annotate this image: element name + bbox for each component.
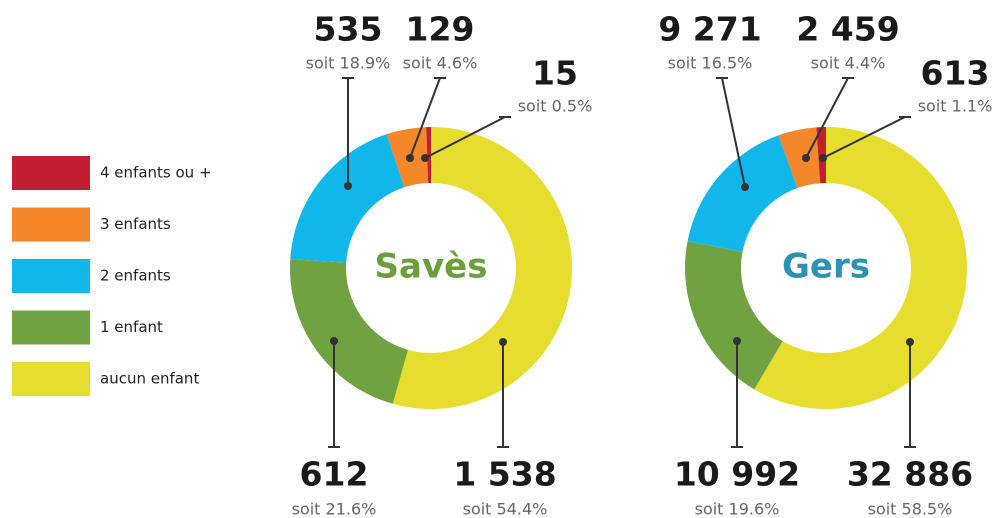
share-label: soit 4.4% (811, 54, 886, 73)
donut-segment (754, 127, 968, 409)
share-label: soit 21.6% (292, 500, 377, 518)
leader-dot (741, 183, 749, 191)
leader-dot (906, 338, 914, 346)
legend-swatch (12, 362, 90, 396)
donut-segment (290, 134, 405, 263)
value-label: 1 538 (453, 455, 556, 494)
value-label: 15 (532, 54, 578, 93)
leader-dot (819, 154, 827, 162)
legend-swatch (12, 310, 90, 345)
leader-line (716, 77, 746, 188)
value-label: 129 (406, 10, 475, 49)
leader-line (497, 342, 509, 448)
donut-segment (685, 241, 783, 390)
leader-line (342, 77, 354, 186)
legend-label: 4 enfants ou + (100, 164, 212, 182)
value-label: 2 459 (796, 10, 899, 49)
value-label: 32 886 (847, 455, 973, 494)
donut-segment (778, 127, 821, 188)
leader-line (424, 116, 511, 159)
share-label: soit 19.6% (695, 500, 780, 518)
value-label: 9 271 (658, 10, 761, 49)
share-label: soit 16.5% (668, 54, 753, 73)
leader-dot (406, 154, 414, 162)
donut-segment (290, 259, 408, 404)
legend-label: 2 enfants (100, 267, 171, 285)
legend-label: 3 enfants (100, 215, 171, 233)
legend-label: aucun enfant (100, 370, 199, 388)
share-label: soit 18.9% (306, 54, 391, 73)
share-label: soit 1.1% (918, 97, 993, 116)
leader-dot (421, 154, 429, 162)
donut-segment (687, 135, 798, 252)
leader-line (409, 77, 446, 159)
legend-swatch (12, 259, 90, 293)
leader-dot (733, 337, 741, 345)
share-label: soit 0.5% (518, 97, 593, 116)
leader-dot (499, 338, 507, 346)
legend-label: 1 enfant (100, 318, 163, 336)
value-label: 10 992 (674, 455, 800, 494)
leader-line (904, 342, 916, 448)
donut-title: Gers (782, 247, 870, 287)
leader-line (731, 341, 743, 448)
donut-segment (392, 127, 572, 410)
legend-swatch (12, 156, 90, 190)
share-label: soit 58.5% (868, 500, 953, 518)
donut-title: Savès (375, 247, 488, 287)
leader-dot (330, 337, 338, 345)
leader-dot (802, 154, 810, 162)
value-label: 612 (300, 455, 369, 494)
leader-dot (344, 182, 352, 190)
share-label: soit 54.4% (463, 500, 548, 518)
value-label: 535 (314, 10, 383, 49)
leader-line (328, 341, 340, 448)
share-label: soit 4.6% (403, 54, 478, 73)
value-label: 613 (921, 54, 990, 93)
legend-swatch (12, 207, 90, 242)
leader-line (822, 116, 911, 159)
leader-line (805, 77, 854, 159)
